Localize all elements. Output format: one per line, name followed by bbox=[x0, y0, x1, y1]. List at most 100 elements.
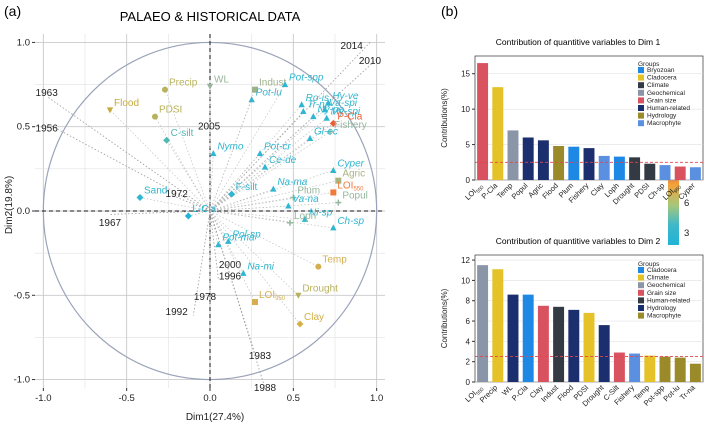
year-arrow bbox=[209, 210, 266, 389]
variable-marker bbox=[298, 101, 305, 108]
variable-arrow bbox=[209, 116, 314, 212]
bar-legend-swatch bbox=[638, 97, 644, 104]
bar-category-label: Precip bbox=[478, 383, 499, 404]
bar-y-tick-label: 4 bbox=[466, 337, 471, 346]
year-label: 2010 bbox=[359, 56, 382, 67]
bar bbox=[507, 130, 519, 180]
variable-label: P-Cla bbox=[337, 111, 362, 122]
variable-marker bbox=[310, 113, 317, 120]
bar-category-label: Pot-lu bbox=[661, 383, 681, 403]
variable-arrow bbox=[209, 193, 232, 212]
bar-legend-swatch bbox=[638, 267, 644, 273]
variable-label: Hy-ve bbox=[332, 91, 359, 102]
variable-label: Fishery bbox=[334, 120, 367, 131]
bar bbox=[477, 63, 489, 181]
bar-legend-swatch bbox=[638, 82, 644, 89]
variable-arrow bbox=[109, 109, 211, 212]
variable-label: LOI950 bbox=[259, 290, 286, 302]
variable-arrow bbox=[209, 153, 214, 212]
year-label: 1978 bbox=[194, 292, 217, 303]
bar bbox=[537, 305, 549, 382]
bar-category-label: P-Cla bbox=[480, 180, 500, 200]
bar-y-tick-label: 6 bbox=[466, 317, 471, 326]
variable-label: Va-na bbox=[292, 194, 319, 205]
bar bbox=[659, 356, 671, 382]
bar bbox=[659, 165, 671, 180]
dim1-title: Contribution of quantitive variables to … bbox=[496, 37, 661, 47]
bar-category-label: Popul bbox=[510, 181, 530, 201]
variable-label: Drought bbox=[302, 283, 338, 294]
y-tick-label: -0.5 bbox=[14, 290, 30, 301]
pca-biplot: PALAEO & HISTORICAL DATA Dim1(27.4%) Dim… bbox=[4, 9, 698, 423]
bar bbox=[598, 155, 610, 180]
biplot-points: Precip Flood PDSI Indust WL Pot-lu Pot-spp Ro-i… bbox=[106, 73, 368, 328]
x-tick-label: -0.5 bbox=[118, 393, 134, 404]
variable-marker bbox=[136, 194, 144, 202]
bar-y-tick-label: 0 bbox=[466, 176, 471, 185]
variable-arrow bbox=[209, 197, 294, 212]
variable-marker bbox=[306, 135, 314, 142]
variable-label: Ni-sp bbox=[309, 207, 333, 218]
legend-tick-label: 6 bbox=[684, 198, 689, 209]
variable-label: Agric bbox=[342, 169, 365, 180]
variable-arrow bbox=[209, 138, 311, 212]
variable-marker bbox=[252, 299, 258, 306]
variable-marker bbox=[225, 237, 232, 244]
x-tick-label: -1.0 bbox=[35, 393, 51, 404]
bar-legend-label: Macrophyte bbox=[647, 313, 681, 320]
variable-label: PDSI bbox=[159, 105, 182, 116]
variable-label: Sand bbox=[144, 186, 167, 197]
variable-arrow bbox=[209, 170, 334, 212]
variable-label: Flood bbox=[114, 98, 139, 109]
year-arrow bbox=[46, 122, 211, 212]
bar-legend-swatch bbox=[638, 282, 644, 289]
variable-label: Pot-ma bbox=[222, 233, 255, 244]
bar-legend-swatch bbox=[638, 105, 644, 111]
variable-marker bbox=[206, 83, 214, 90]
bar bbox=[522, 137, 534, 180]
bar-legend-label: Cladocera bbox=[647, 75, 677, 82]
legend-colorbar bbox=[668, 165, 679, 245]
variable-marker bbox=[330, 189, 337, 196]
variable-marker bbox=[248, 96, 255, 103]
variable-label: Loph bbox=[294, 211, 316, 222]
dim1-bar-chart: Contribution of quantitive variables to … bbox=[440, 37, 704, 206]
variable-label: WL bbox=[214, 74, 229, 85]
variable-marker bbox=[301, 215, 309, 222]
x-tick-label: 0.5 bbox=[287, 393, 300, 404]
variable-label: F-silt bbox=[236, 182, 258, 193]
variable-label: Na-mi bbox=[247, 261, 274, 272]
year-label: 1992 bbox=[166, 307, 189, 318]
variable-arrow bbox=[209, 205, 289, 212]
variable-marker bbox=[295, 292, 302, 299]
variable-arrow bbox=[209, 104, 302, 212]
variable-marker bbox=[261, 163, 269, 170]
bar-legend-label: Hydrology bbox=[647, 305, 677, 312]
variable-label: Clay bbox=[304, 312, 324, 323]
variable-marker bbox=[228, 190, 236, 198]
variable-arrow bbox=[209, 210, 256, 303]
bar bbox=[674, 166, 686, 180]
bar bbox=[629, 157, 641, 180]
year-label: 1963 bbox=[36, 88, 59, 99]
bar-y-tick-label: 15 bbox=[461, 70, 470, 79]
variable-label: Tr-na bbox=[307, 100, 330, 111]
bar-legend-swatch bbox=[638, 305, 644, 311]
bar bbox=[689, 167, 701, 180]
year-label: 1956 bbox=[36, 123, 59, 134]
variable-label: My-spi bbox=[331, 106, 361, 117]
variable-label: Pot-cr bbox=[264, 142, 291, 153]
variable-label: Ny-pe bbox=[317, 105, 344, 116]
bar bbox=[507, 294, 519, 382]
bar-legend-label: Geochemical bbox=[647, 282, 685, 289]
variable-label: 2005 bbox=[198, 122, 221, 133]
bar-legend-swatch bbox=[638, 297, 644, 304]
variable-marker bbox=[296, 320, 304, 328]
variable-arrow bbox=[139, 197, 211, 212]
variable-label: Na-ma bbox=[277, 177, 307, 188]
bar bbox=[537, 140, 549, 180]
y-tick-label: 0.0 bbox=[17, 206, 30, 217]
variable-arrow bbox=[209, 131, 331, 212]
